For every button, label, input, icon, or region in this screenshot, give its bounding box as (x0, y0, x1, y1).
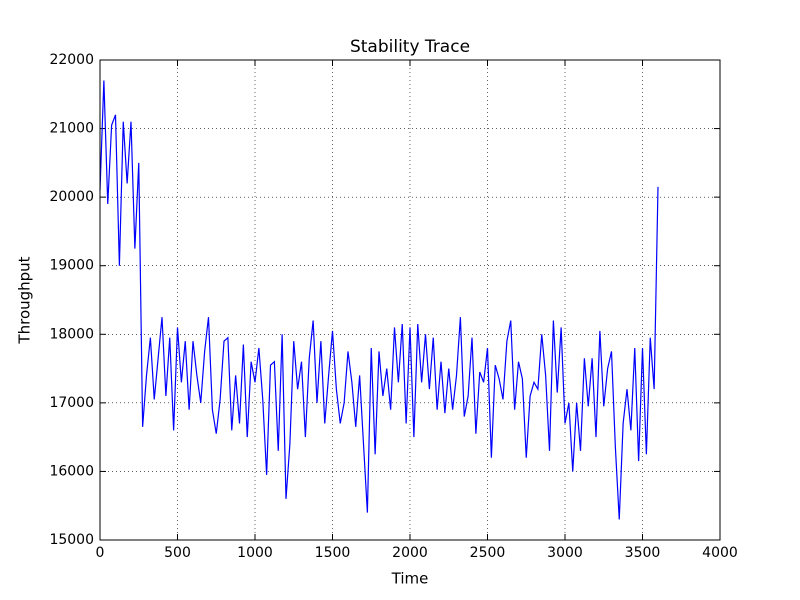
y-tick-label: 17000 (49, 395, 94, 411)
y-tick-label: 16000 (49, 463, 94, 479)
y-tick-label: 19000 (49, 258, 94, 274)
data-line (99, 80, 659, 520)
y-tick-label: 21000 (49, 121, 94, 137)
y-axis-label: Throughput (16, 256, 34, 344)
y-tick-label: 15000 (49, 532, 94, 548)
x-tick-label: 2500 (470, 545, 506, 561)
x-tick-label: 0 (96, 545, 105, 561)
y-tick-label: 22000 (49, 52, 94, 68)
x-tick-label: 4000 (702, 545, 738, 561)
x-axis-label: Time (391, 570, 429, 588)
y-tick-label: 18000 (49, 326, 94, 342)
x-tick-label: 3000 (547, 545, 583, 561)
chart-title: Stability Trace (350, 37, 470, 57)
x-tick-label: 2000 (392, 545, 428, 561)
x-tick-label: 500 (164, 545, 191, 561)
x-tick-label: 3500 (625, 545, 661, 561)
y-tick-label: 20000 (49, 189, 94, 205)
x-tick-label: 1000 (237, 545, 273, 561)
plot-frame (99, 59, 721, 541)
x-tick-label: 1500 (315, 545, 351, 561)
